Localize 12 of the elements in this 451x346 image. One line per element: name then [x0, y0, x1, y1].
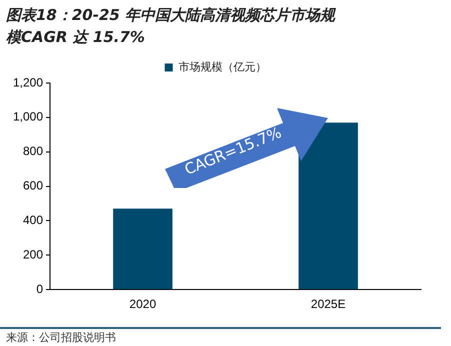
y-tick-label: 200	[23, 247, 44, 262]
y-tick-label: 600	[23, 178, 44, 193]
chart-title: 图表18：20-25 年中国大陆高清视频芯片市场规模CAGR 达 15.7%	[6, 5, 336, 48]
y-tick-label: 1,000	[13, 110, 44, 124]
y-tick-label: 0	[36, 282, 44, 296]
y-tick-label: 1,200	[13, 75, 44, 90]
y-tick-label: 400	[23, 213, 44, 228]
legend-label: 市场规模（亿元）	[178, 60, 266, 74]
x-tick-label: 2025E	[310, 297, 346, 312]
y-tick-label: 800	[23, 144, 44, 158]
source-note: 来源：公司招股说明书	[6, 331, 116, 345]
x-tick-label: 2020	[129, 297, 156, 312]
